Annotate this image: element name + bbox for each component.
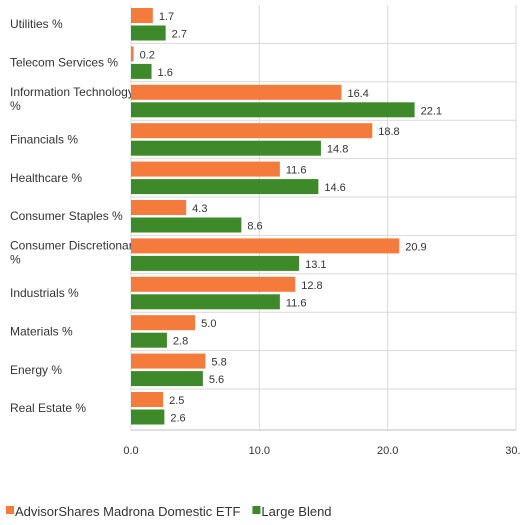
bar-category [131, 179, 319, 195]
x-tick-label: 10.0 [249, 445, 270, 457]
category-label: Consumer Staples % [10, 209, 123, 223]
value-label: 1.6 [158, 67, 173, 79]
value-label: 16.4 [347, 88, 368, 100]
bar-fund [131, 276, 296, 292]
value-label: 2.6 [170, 413, 185, 425]
category-label: Materials % [10, 324, 73, 338]
bar-fund [131, 123, 373, 139]
value-label: 5.8 [211, 357, 226, 369]
bar-fund [131, 238, 400, 254]
value-label: 2.5 [169, 395, 184, 407]
value-label: 14.6 [324, 182, 345, 194]
legend-swatch [252, 506, 261, 514]
bar-category [131, 217, 242, 233]
bar-fund [131, 84, 342, 100]
category-label: Utilities % [10, 17, 63, 31]
value-label: 1.7 [159, 11, 174, 23]
value-label: 11.6 [286, 297, 307, 309]
legend-swatch [6, 506, 14, 514]
bar-category [131, 102, 415, 118]
category-label: Information Technology% [10, 85, 134, 113]
value-label: 18.8 [378, 126, 399, 138]
bar-category [131, 255, 300, 271]
value-label: 22.1 [421, 105, 442, 117]
value-label: 0.2 [140, 49, 155, 61]
bar-fund [131, 392, 164, 407]
bar-category [131, 332, 167, 348]
x-tick-label: 0.0 [123, 445, 138, 457]
bar-fund [131, 8, 153, 23]
bar-fund [131, 353, 206, 369]
bar-category [131, 25, 166, 41]
bar-category [131, 371, 203, 387]
value-label: 11.6 [286, 165, 307, 177]
value-label: 5.0 [201, 318, 216, 330]
value-label: 8.6 [247, 221, 262, 233]
value-label: 2.8 [173, 336, 188, 348]
bar-category [131, 409, 165, 425]
legend-label: AdvisorShares Madrona Domestic ETF [15, 504, 240, 519]
value-label: 4.3 [192, 203, 207, 215]
category-label: Energy % [10, 363, 62, 377]
bar-fund [131, 315, 196, 331]
bar-category [131, 294, 280, 310]
bar-fund [131, 161, 280, 177]
category-label: Telecom Services % [10, 56, 118, 70]
value-label: 13.1 [305, 259, 326, 271]
value-label: 12.8 [301, 280, 322, 292]
value-label: 5.6 [209, 374, 224, 386]
value-label: 20.9 [405, 241, 426, 253]
category-label: Real Estate % [10, 401, 86, 415]
category-label: Industrials % [10, 286, 79, 300]
value-label: 14.8 [327, 144, 348, 156]
x-tick-label: 20.0 [377, 445, 398, 457]
bar-category [131, 140, 321, 156]
legend-label: Large Blend [261, 504, 331, 519]
category-label: Healthcare % [10, 171, 82, 185]
category-label: Consumer Discretionary% [10, 239, 139, 267]
category-label: Financials % [10, 132, 78, 146]
bar-fund [131, 200, 187, 215]
bar-category [131, 63, 152, 79]
x-tick-label: 30.0 [505, 445, 521, 457]
value-label: 2.7 [172, 29, 187, 41]
bar-fund [131, 46, 134, 62]
